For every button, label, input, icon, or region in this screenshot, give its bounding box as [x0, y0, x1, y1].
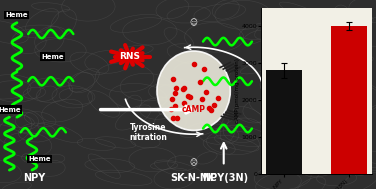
Text: ☺: ☺	[190, 18, 198, 27]
Bar	[266, 70, 302, 174]
Text: NPY: NPY	[23, 173, 45, 183]
Text: SK-N-MC: SK-N-MC	[170, 173, 217, 183]
Ellipse shape	[157, 51, 230, 130]
Text: Heme: Heme	[41, 54, 64, 60]
Text: RNS: RNS	[119, 52, 140, 61]
Text: Tyrosine
nitration: Tyrosine nitration	[130, 123, 167, 142]
Text: Heme: Heme	[28, 156, 51, 162]
Text: Heme: Heme	[0, 107, 21, 113]
Text: cAMP: cAMP	[182, 105, 206, 114]
Text: NPY(3N): NPY(3N)	[203, 173, 249, 183]
Text: Heme: Heme	[6, 12, 28, 18]
Y-axis label: cAMP(pmol/mg protein): cAMP(pmol/mg protein)	[235, 58, 240, 123]
Text: ☹: ☹	[190, 158, 198, 167]
Bar	[331, 26, 367, 174]
